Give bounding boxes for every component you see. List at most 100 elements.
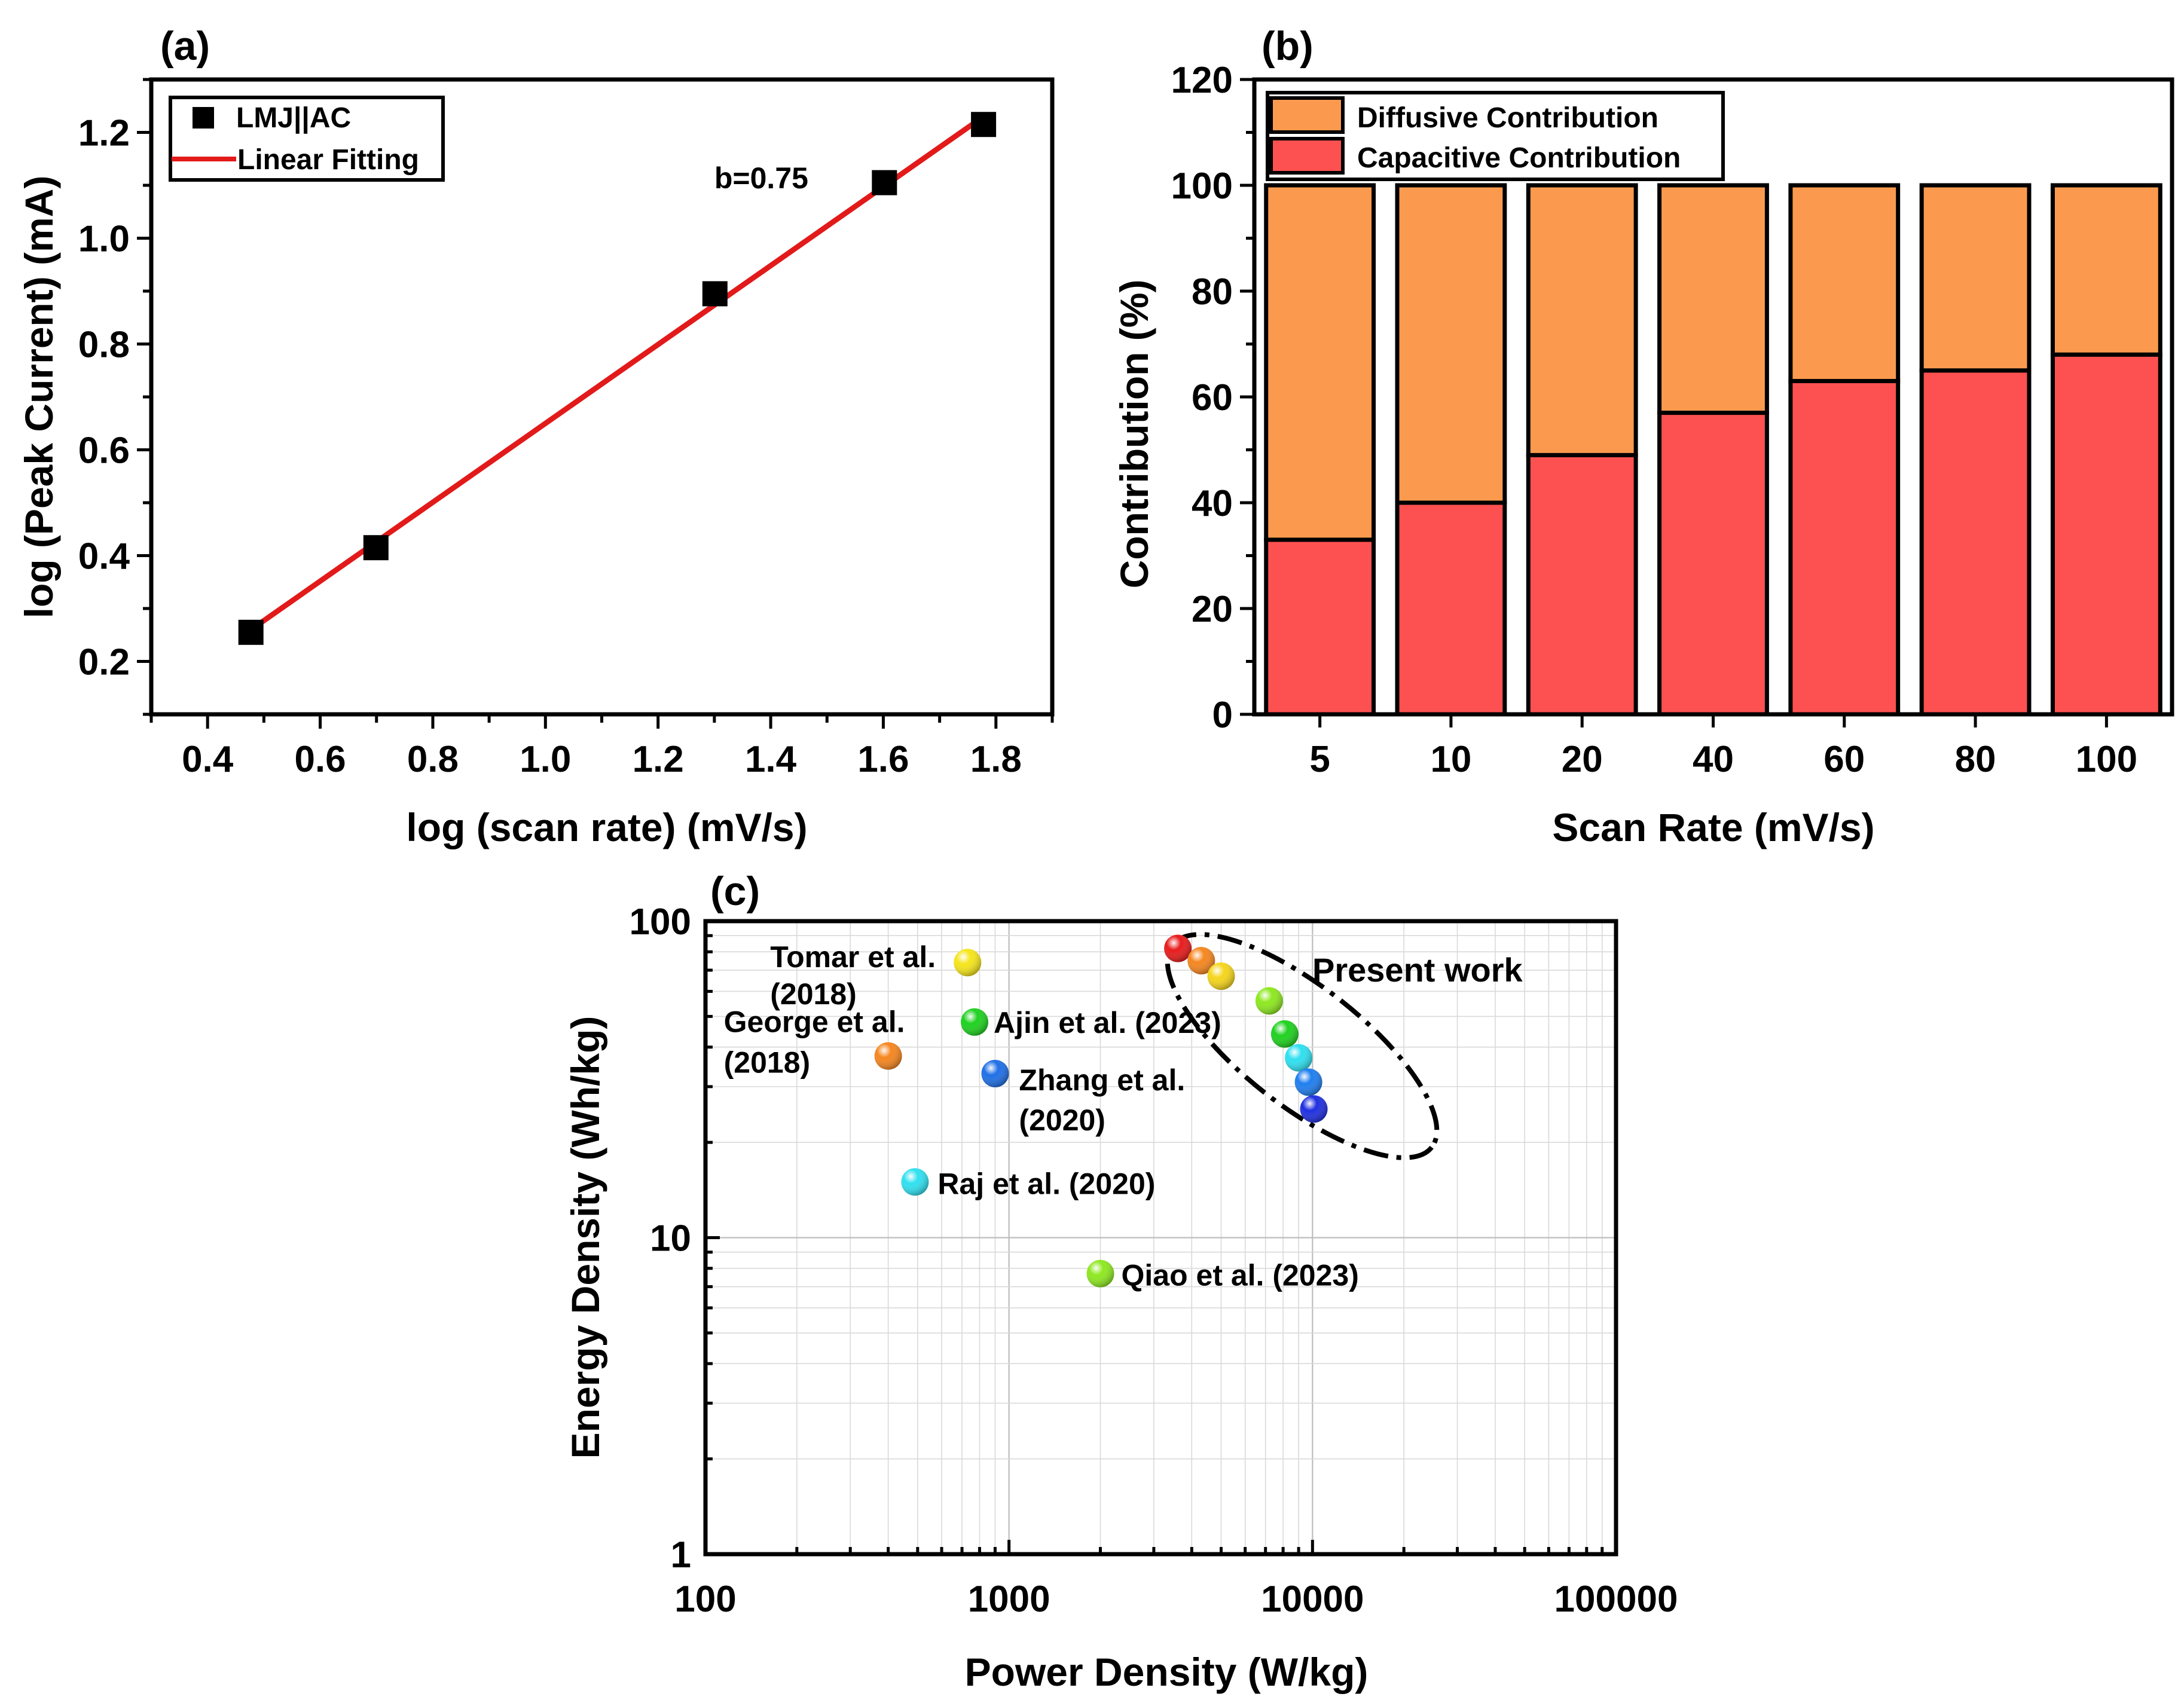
- x-tick-label: 5: [1309, 739, 1330, 780]
- sphere-shading: [1187, 947, 1215, 975]
- bar-diffusive: [1264, 183, 1376, 542]
- literature-label: Tomar et al.: [770, 940, 936, 974]
- x-tick-label: 1.8: [970, 739, 1022, 780]
- bar-capacitive: [2050, 352, 2162, 717]
- bar-diffusive: [1657, 183, 1769, 415]
- data-point-square: [702, 281, 728, 307]
- bar-diffusive: [1526, 183, 1638, 457]
- literature-point: [961, 1008, 989, 1036]
- x-tick-label: 10000: [1261, 1579, 1364, 1620]
- literature-point: [874, 1042, 902, 1070]
- present-work-point: [1187, 947, 1215, 975]
- y-tick-label: 0.6: [78, 430, 130, 472]
- sphere-shading: [1300, 1095, 1328, 1123]
- literature-label: Raj et al. (2020): [937, 1167, 1155, 1200]
- x-tick-label: 40: [1693, 739, 1734, 780]
- x-tick-label: 100000: [1554, 1579, 1678, 1620]
- present-work-point: [1207, 962, 1235, 990]
- x-tick-label: 10: [1430, 739, 1471, 780]
- literature-label: Zhang et al.: [1019, 1063, 1185, 1097]
- present-work-point: [1270, 1020, 1299, 1048]
- panel-b: (b) 5 10 20 40 60 80 100 0 20 40 60 80 100 120 Diffus…: [1112, 23, 2174, 849]
- panel-a-ylabel: log (Peak Current) (mA): [17, 176, 61, 619]
- literature-point: [954, 949, 982, 977]
- panel-a-legend: LMJ||AC Linear Fitting: [169, 96, 445, 182]
- sphere-shading: [954, 949, 982, 977]
- legend-swatch-diffusive: [1269, 96, 1345, 134]
- literature-label: Ajin et al. (2023): [994, 1006, 1221, 1040]
- panel-a-xlabel: log (scan rate) (mV/s): [406, 805, 807, 849]
- panel-c-ylabel: Energy Density (Wh/kg): [563, 1016, 607, 1459]
- x-tick-label: 60: [1823, 739, 1865, 780]
- panel-b-xlabel: Scan Rate (mV/s): [1552, 805, 1874, 849]
- literature-year: (2020): [1019, 1103, 1105, 1137]
- y-tick-label: 20: [1192, 589, 1233, 630]
- x-tick-label: 20: [1562, 739, 1603, 780]
- x-tick-label: 1000: [968, 1579, 1050, 1620]
- bar-capacitive: [1526, 453, 1638, 717]
- present-work-dashed-ellipse: [1165, 932, 1440, 1160]
- sphere-shading: [1255, 987, 1283, 1015]
- data-point-square: [872, 170, 897, 195]
- legend-marker-square: [193, 107, 214, 129]
- legend-label-capacitive: Capacitive Contribution: [1357, 142, 1681, 174]
- y-tick-label: 0.2: [78, 642, 130, 683]
- x-tick-label: 80: [1955, 739, 1996, 780]
- x-tick-label: 100: [674, 1579, 736, 1620]
- bar-capacitive: [1657, 411, 1769, 717]
- legend-swatch-capacitive: [1269, 137, 1345, 175]
- bar-diffusive: [1395, 183, 1507, 505]
- x-tick-label: 0.4: [182, 739, 234, 780]
- x-tick-label: 0.6: [294, 739, 346, 780]
- bar-capacitive: [1395, 500, 1507, 717]
- bar-capacitive: [1788, 378, 1901, 717]
- sphere-shading: [901, 1168, 929, 1196]
- literature-point: [981, 1059, 1009, 1087]
- x-tick-label: 1.4: [745, 739, 797, 780]
- sphere-shading: [1207, 962, 1235, 990]
- legend-box: [169, 96, 445, 182]
- x-tick-label: 1.6: [857, 739, 909, 780]
- legend-label-linear-fitting: Linear Fitting: [237, 144, 419, 176]
- sphere-shading: [1294, 1068, 1322, 1096]
- data-point-square: [971, 112, 997, 137]
- literature-label: Qiao et al. (2023): [1121, 1259, 1358, 1292]
- y-tick-label: 120: [1171, 60, 1233, 101]
- bar-diffusive: [2050, 183, 2162, 357]
- data-point-square: [363, 535, 389, 561]
- present-work-point: [1255, 987, 1283, 1015]
- literature-point: [901, 1168, 929, 1196]
- sphere-shading: [1164, 934, 1192, 962]
- y-tick-label: 80: [1192, 271, 1233, 313]
- y-tick-label: 10: [650, 1218, 691, 1259]
- data-point-square: [238, 619, 264, 645]
- sphere-shading: [981, 1059, 1009, 1087]
- panel-c-xlabel: Power Density (W/kg): [965, 1650, 1369, 1694]
- sphere-shading: [1086, 1259, 1114, 1288]
- present-work-point: [1164, 934, 1192, 962]
- y-tick-label: 100: [1171, 166, 1233, 207]
- y-tick-label: 100: [630, 901, 691, 943]
- x-tick-label: 100: [2076, 739, 2137, 780]
- literature-label: George et al.: [724, 1005, 905, 1039]
- bar-diffusive: [1919, 183, 2032, 373]
- present-work-label: Present work: [1312, 951, 1523, 989]
- b-value-annotation: b=0.75: [714, 161, 808, 195]
- panel-c-label: (c): [710, 869, 760, 914]
- y-tick-label: 1: [671, 1534, 691, 1576]
- literature-year: (2018): [724, 1046, 811, 1080]
- literature-year: (2018): [770, 977, 857, 1011]
- present-work-point: [1300, 1095, 1328, 1123]
- sphere-shading: [961, 1008, 989, 1036]
- y-tick-label: 60: [1192, 377, 1233, 418]
- sphere-shading: [1270, 1020, 1299, 1048]
- sphere-shading: [1285, 1044, 1313, 1072]
- y-tick-label: 1.2: [78, 113, 130, 154]
- present-work-point: [1294, 1068, 1322, 1096]
- panel-a: (a) 0.4 0.6 0.8 1.0 1.2 1.4 1.6 1.8 0.2 0.4 0.6 0.8…: [17, 23, 1055, 849]
- y-tick-label: 0.8: [78, 325, 130, 366]
- legend-label-diffusive: Diffusive Contribution: [1357, 102, 1658, 134]
- x-tick-label: 1.2: [633, 739, 684, 780]
- panel-a-label: (a): [160, 23, 210, 69]
